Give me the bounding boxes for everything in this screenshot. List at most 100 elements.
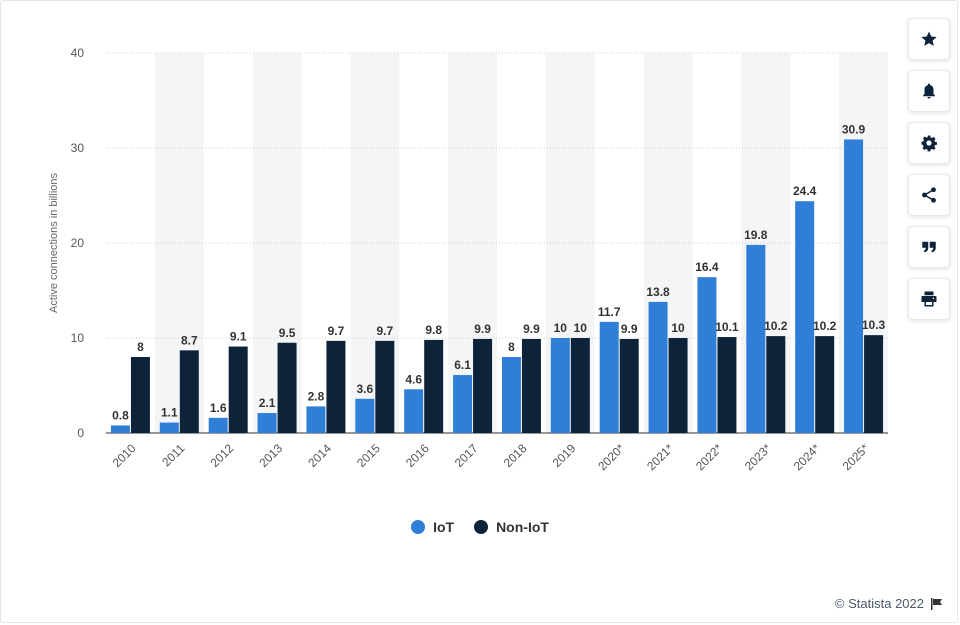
quote-icon (922, 241, 936, 253)
bar-iot (257, 413, 277, 433)
data-label-non-iot: 9.9 (523, 322, 540, 336)
x-tick-label: 2017 (452, 441, 481, 470)
credit[interactable]: © Statista 2022 (835, 596, 944, 611)
y-tick-label: 0 (77, 426, 84, 440)
star-icon (921, 31, 937, 46)
data-label-iot: 30.9 (842, 122, 866, 136)
data-label-non-iot: 9.9 (474, 322, 491, 336)
data-label-iot: 0.8 (112, 408, 129, 422)
bell-icon (923, 83, 935, 99)
data-label-non-iot: 8 (137, 340, 144, 354)
bar-non-iot (570, 338, 590, 433)
x-tick-label: 2013 (256, 441, 285, 470)
legend-label-iot: IoT (433, 519, 455, 535)
bar-iot (501, 357, 521, 433)
bar-non-iot (766, 336, 786, 433)
bar-iot (453, 375, 473, 433)
bar-iot (355, 398, 375, 433)
data-label-iot: 1.6 (210, 401, 227, 415)
data-label-non-iot: 8.7 (181, 333, 198, 347)
data-label-iot: 10 (554, 321, 568, 335)
settings-button[interactable] (908, 122, 950, 164)
cite-button[interactable] (908, 226, 950, 268)
bar-non-iot (179, 350, 199, 433)
flag-icon[interactable] (930, 597, 944, 610)
legend-item-iot[interactable]: IoT (411, 519, 454, 535)
legend-label-non-iot: Non-IoT (496, 519, 549, 535)
bar-non-iot (864, 335, 884, 433)
data-label-iot: 4.6 (405, 372, 422, 386)
share-icon (922, 187, 936, 203)
data-label-iot: 2.1 (259, 396, 276, 410)
gear-icon (921, 135, 937, 152)
bar-non-iot (815, 336, 835, 433)
print-button[interactable] (908, 278, 950, 320)
bar-non-iot (326, 340, 346, 433)
bar-non-iot (375, 340, 395, 433)
share-button[interactable] (908, 174, 950, 216)
data-label-non-iot: 10.3 (862, 318, 886, 332)
data-label-non-iot: 9.8 (425, 323, 442, 337)
data-label-iot: 16.4 (695, 260, 719, 274)
bar-non-iot (228, 346, 248, 433)
credit-text: © Statista 2022 (834, 596, 924, 611)
bar-iot (208, 417, 228, 433)
bar-chart: 0 10 20 30 40 Active connections in billions 0… (48, 46, 888, 473)
data-label-non-iot: 10.2 (813, 319, 837, 333)
data-label-iot: 24.4 (793, 184, 817, 198)
x-tick-label: 2015 (354, 441, 383, 470)
data-label-iot: 3.6 (356, 382, 373, 396)
data-label-iot: 2.8 (308, 389, 325, 403)
x-tick-label: 2014 (305, 441, 334, 470)
bar-non-iot (717, 337, 737, 433)
bar-iot (648, 301, 668, 433)
data-label-non-iot: 10 (671, 321, 685, 335)
notification-button[interactable] (908, 70, 950, 112)
bar-iot (306, 406, 326, 433)
bar-iot (404, 389, 424, 433)
bar-non-iot (277, 342, 297, 433)
y-tick-label: 40 (71, 46, 85, 60)
bar-iot (599, 321, 619, 433)
x-tick-label: 2010 (110, 441, 139, 470)
x-tick-label: 2025* (840, 441, 872, 473)
x-tick-label: 2021* (644, 441, 676, 473)
x-tick-label: 2012 (208, 441, 237, 470)
bar-iot (159, 422, 179, 433)
data-label-non-iot: 9.9 (621, 322, 638, 336)
toolbar (908, 18, 952, 320)
x-tick-label: 2011 (159, 441, 187, 469)
bar-iot (844, 139, 864, 433)
bar-non-iot (473, 338, 493, 433)
bar-iot (697, 277, 717, 433)
legend-item-non-iot[interactable]: Non-IoT (474, 519, 549, 535)
x-tick-label: 2024* (791, 441, 823, 473)
data-label-iot: 8 (508, 340, 515, 354)
bar-non-iot (619, 338, 639, 433)
y-tick-label: 30 (71, 141, 85, 155)
data-label-non-iot: 9.1 (230, 330, 247, 344)
data-label-non-iot: 9.7 (376, 324, 393, 338)
y-axis-title: Active connections in billions (48, 172, 60, 313)
data-label-iot: 19.8 (744, 228, 768, 242)
x-tick-label: 2016 (403, 441, 432, 470)
legend-marker-iot (411, 520, 426, 534)
x-tick-label: 2018 (501, 441, 530, 470)
data-label-iot: 6.1 (454, 358, 471, 372)
bar-iot (110, 425, 130, 433)
print-icon (921, 291, 937, 307)
legend-marker-non-iot (474, 520, 489, 534)
x-tick-label: 2020* (595, 441, 627, 473)
favorite-button[interactable] (908, 18, 950, 60)
y-tick-label: 10 (71, 331, 85, 345)
data-label-iot: 1.1 (161, 406, 178, 420)
bar-non-iot (521, 338, 541, 433)
legend: IoT Non-IoT (0, 519, 960, 535)
y-tick-label: 20 (71, 236, 85, 250)
data-label-non-iot: 9.5 (279, 326, 296, 340)
bar-non-iot (130, 357, 150, 433)
data-label-non-iot: 9.7 (328, 324, 345, 338)
data-label-non-iot: 10.1 (715, 320, 739, 334)
x-tick-label: 2023* (742, 441, 774, 473)
